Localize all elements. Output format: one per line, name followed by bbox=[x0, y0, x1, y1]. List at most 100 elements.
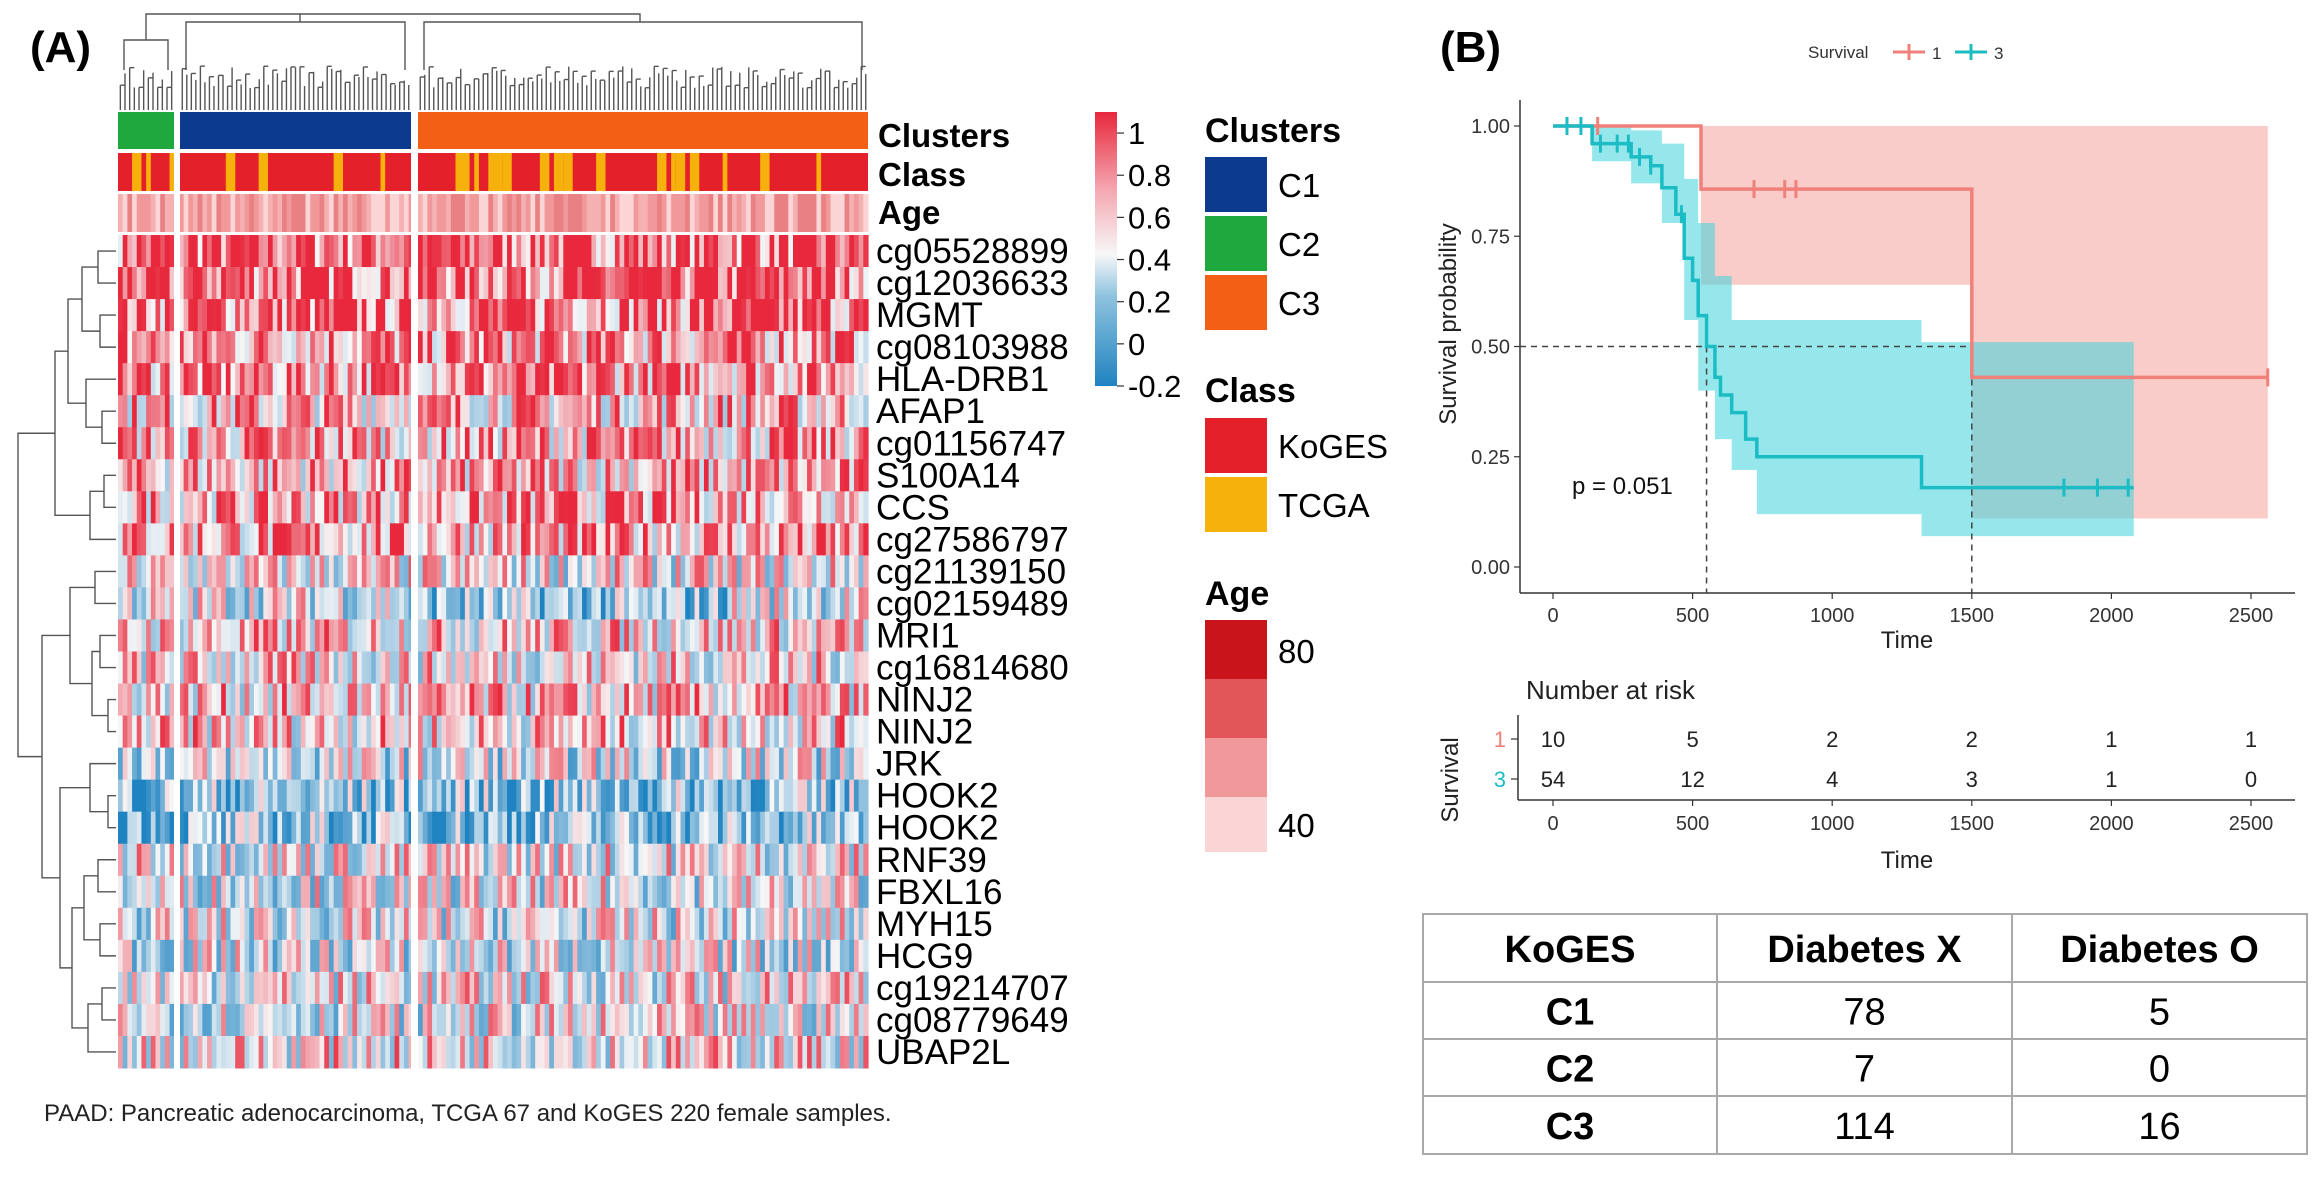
heatmap-cell bbox=[291, 811, 297, 845]
heatmap-cell bbox=[347, 715, 353, 749]
heatmap-cell bbox=[150, 267, 157, 300]
heatmap-cell bbox=[432, 971, 438, 1005]
heatmap-cell bbox=[460, 459, 466, 492]
heatmap-cell bbox=[839, 811, 846, 845]
heatmap-cell bbox=[366, 971, 372, 1005]
heatmap-cell bbox=[816, 427, 822, 460]
heatmap-cell bbox=[708, 1035, 714, 1069]
heatmap-cell bbox=[146, 587, 152, 620]
heatmap-cell bbox=[614, 267, 621, 300]
row-dendro-branch bbox=[71, 907, 88, 1029]
heatmap-cell bbox=[291, 683, 297, 717]
heatmap-cell bbox=[647, 811, 653, 845]
heatmap-cell bbox=[582, 811, 588, 845]
heatmap-cell bbox=[830, 811, 836, 845]
heatmap-cell bbox=[244, 459, 250, 492]
heatmap-cell bbox=[535, 1035, 541, 1069]
heatmap-cell bbox=[164, 779, 171, 813]
heatmap-cell bbox=[853, 683, 860, 717]
heatmap-cell bbox=[582, 843, 588, 877]
heatmap-cell bbox=[713, 875, 719, 909]
heatmap-cell bbox=[680, 715, 686, 749]
heatmap-cell bbox=[844, 907, 850, 941]
heatmap-cell bbox=[802, 715, 808, 749]
heatmap-cell bbox=[755, 587, 761, 620]
heatmap-cell bbox=[418, 715, 424, 749]
heatmap-cell bbox=[493, 459, 499, 492]
heatmap-cell bbox=[357, 843, 363, 877]
heatmap-cell bbox=[708, 491, 714, 524]
heatmap-cell bbox=[343, 427, 349, 460]
heatmap-cell bbox=[764, 331, 771, 364]
heatmap-cell bbox=[216, 235, 222, 268]
age-track-cell bbox=[357, 194, 363, 232]
heatmap-cell bbox=[703, 619, 710, 652]
heatmap-cell bbox=[572, 939, 578, 973]
age-track-cell bbox=[399, 194, 405, 232]
heatmap-cell bbox=[816, 1035, 822, 1069]
heatmap-cell bbox=[586, 683, 593, 717]
heatmap-cell bbox=[193, 779, 199, 813]
age-track-cell bbox=[628, 194, 635, 232]
heatmap-cell bbox=[361, 811, 368, 845]
heatmap-cell bbox=[535, 619, 541, 652]
heatmap-cell bbox=[858, 907, 864, 941]
heatmap-cell bbox=[596, 939, 602, 973]
heatmap-cell bbox=[619, 939, 625, 973]
heatmap-cell bbox=[464, 715, 471, 749]
heatmap-cell bbox=[558, 235, 564, 268]
heatmap-cell bbox=[788, 811, 794, 845]
heatmap-cell bbox=[483, 555, 489, 588]
heatmap-cell bbox=[216, 1003, 222, 1037]
heatmap-cell bbox=[558, 299, 564, 332]
age-track-cell bbox=[563, 194, 569, 232]
split-gap bbox=[411, 108, 418, 1070]
heatmap-cell bbox=[188, 683, 194, 717]
heatmap-cell bbox=[694, 1003, 700, 1037]
track-label-age: Age bbox=[878, 194, 940, 231]
heatmap-cell bbox=[422, 427, 428, 460]
heatmap-cell bbox=[788, 651, 794, 685]
heatmap-cell bbox=[755, 331, 761, 364]
heatmap-cell bbox=[572, 235, 578, 268]
heatmap-cell bbox=[366, 811, 372, 845]
heatmap-cell bbox=[230, 939, 236, 973]
heatmap-cell bbox=[643, 331, 649, 364]
heatmap-cell bbox=[736, 235, 743, 268]
heatmap-cell bbox=[136, 427, 143, 460]
heatmap-cell bbox=[328, 491, 335, 524]
heatmap-cell bbox=[141, 587, 147, 620]
heatmap-cell bbox=[418, 523, 424, 556]
heatmap-cell bbox=[783, 619, 789, 652]
heatmap-cell bbox=[713, 779, 719, 813]
heatmap-cell bbox=[591, 939, 597, 973]
heatmap-cell bbox=[230, 971, 236, 1005]
heatmap-cell bbox=[493, 747, 499, 781]
heatmap-cell bbox=[727, 619, 733, 652]
km-ylabel: Survival probability bbox=[1435, 223, 1462, 424]
heatmap-cell bbox=[291, 587, 297, 620]
heatmap-cell bbox=[446, 683, 452, 717]
heatmap-cell bbox=[783, 779, 789, 813]
heatmap-cell bbox=[539, 363, 546, 396]
heatmap-cell bbox=[141, 971, 147, 1005]
heatmap-cell bbox=[713, 1035, 719, 1069]
heatmap-cell bbox=[844, 395, 850, 428]
heatmap-cell bbox=[497, 395, 503, 428]
heatmap-cell bbox=[797, 427, 803, 460]
class-track-tcga bbox=[760, 153, 770, 191]
heatmap-cell bbox=[253, 427, 260, 460]
heatmap-cell bbox=[553, 523, 560, 556]
heatmap-cell bbox=[253, 747, 260, 781]
heatmap-cell bbox=[769, 395, 775, 428]
heatmap-cell bbox=[221, 747, 227, 781]
heatmap-cell bbox=[474, 1003, 480, 1037]
heatmap-cell bbox=[324, 1003, 330, 1037]
heatmap-cell bbox=[347, 267, 353, 300]
heatmap-cell bbox=[183, 235, 189, 268]
heatmap-cell bbox=[600, 523, 607, 556]
heatmap-cell bbox=[825, 1003, 832, 1037]
heatmap-cell bbox=[253, 363, 260, 396]
heatmap-cell bbox=[183, 459, 189, 492]
heatmap-cell bbox=[244, 299, 250, 332]
